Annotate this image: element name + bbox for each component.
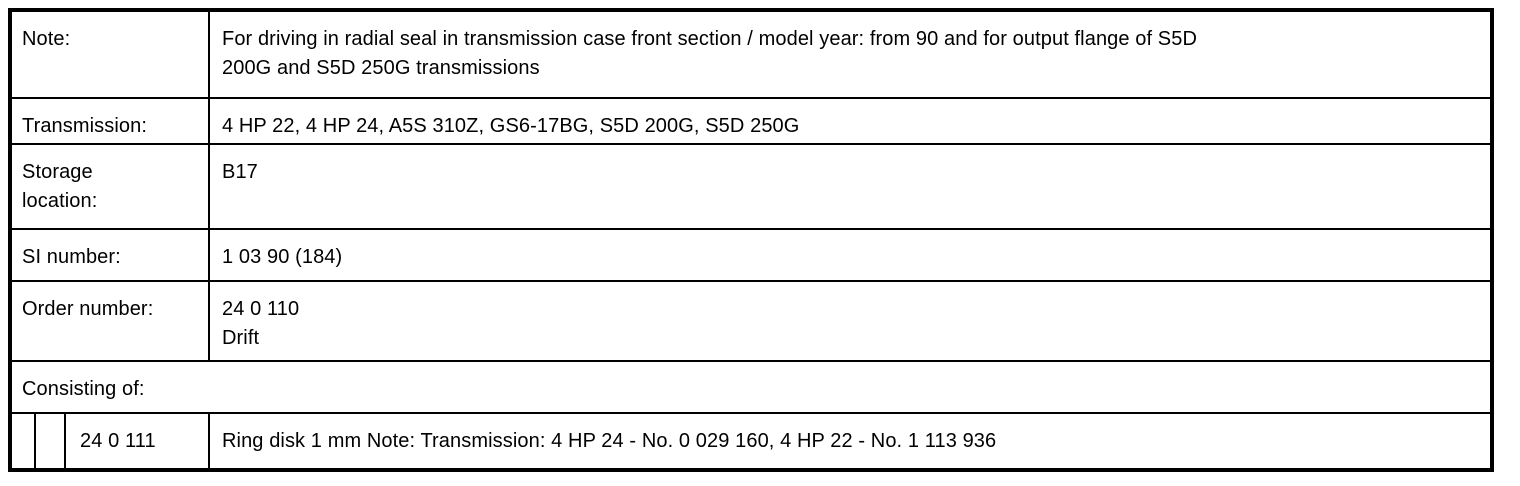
consisting-of-row: Consisting of: [12, 360, 1490, 412]
transmission-label: Transmission: [12, 99, 210, 143]
transmission-row: Transmission: 4 HP 22, 4 HP 24, A5S 310Z… [12, 97, 1490, 143]
item-blank-cell-1 [12, 414, 36, 468]
note-row: Note: For driving in radial seal in tran… [12, 12, 1490, 97]
tool-info-table: Note: For driving in radial seal in tran… [8, 8, 1494, 472]
item-blank-cell-2 [36, 414, 66, 468]
storage-location-row: Storage location: B17 [12, 143, 1490, 228]
si-number-label: SI number: [12, 230, 210, 280]
note-label: Note: [12, 12, 210, 97]
order-number-row: Order number: 24 0 110 Drift [12, 280, 1490, 360]
si-number-row: SI number: 1 03 90 (184) [12, 228, 1490, 280]
si-number-value: 1 03 90 (184) [222, 246, 343, 268]
order-number-label: Order number: [12, 282, 210, 360]
transmission-value: 4 HP 22, 4 HP 24, A5S 310Z, GS6-17BG, S5… [222, 115, 800, 137]
component-item-row: 24 0 111 Ring disk 1 mm Note: Transmissi… [12, 412, 1490, 468]
item-order-number: 24 0 111 [66, 414, 210, 468]
order-number-value: 24 0 110 Drift [222, 298, 300, 349]
item-description: Ring disk 1 mm Note: Transmission: 4 HP … [222, 430, 997, 452]
consisting-of-label: Consisting of: [22, 378, 145, 400]
storage-location-label: Storage location: [12, 145, 210, 228]
storage-location-value: B17 [222, 161, 258, 183]
note-value: For driving in radial seal in transmissi… [222, 28, 1198, 79]
